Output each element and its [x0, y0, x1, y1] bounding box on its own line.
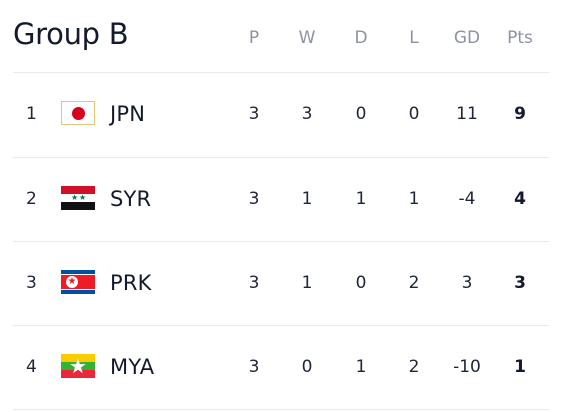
team-name[interactable]: PRK	[110, 271, 152, 295]
stat-won: 1	[301, 273, 313, 293]
group-title: Group B	[13, 17, 129, 51]
team-rank: 3	[26, 273, 37, 293]
team-rank: 1	[26, 104, 37, 124]
row-divider	[13, 157, 549, 158]
stat-lost: 0	[408, 104, 420, 124]
syria-flag-icon: ★ ★	[61, 186, 95, 210]
flag-star-icon: ★	[79, 193, 87, 202]
stat-played: 3	[248, 357, 260, 377]
table-row[interactable]: 3 ★ PRK 3 1 0 2 3 3	[0, 242, 569, 326]
flag-star-icon: ★	[67, 276, 77, 287]
row-divider	[13, 241, 549, 242]
flag-star-icon: ★	[71, 193, 79, 202]
header-drawn: D	[354, 28, 368, 48]
stat-goal-difference: 3	[461, 273, 473, 293]
header-goal-difference: GD	[453, 28, 481, 48]
table-row[interactable]: 2 ★ ★ SYR 3 1 1 1 -4 4	[0, 158, 569, 242]
japan-flag-icon	[61, 101, 95, 125]
row-divider	[13, 325, 549, 326]
stat-drawn: 1	[355, 189, 367, 209]
stat-drawn: 0	[355, 104, 367, 124]
flag-sun-disc	[71, 106, 85, 120]
stat-goal-difference: 11	[456, 104, 478, 124]
stat-played: 3	[248, 104, 260, 124]
stat-drawn: 0	[355, 273, 367, 293]
header-lost: L	[409, 28, 419, 48]
stat-goal-difference: -4	[458, 189, 476, 209]
flag-star-icon: ★	[69, 354, 87, 378]
stat-points: 3	[514, 273, 526, 293]
stat-points: 1	[514, 357, 526, 377]
stat-goal-difference: -10	[453, 357, 481, 377]
header-played: P	[248, 28, 260, 48]
stat-points: 4	[514, 189, 526, 209]
row-divider	[13, 72, 549, 73]
stat-won: 3	[301, 104, 313, 124]
stat-won: 0	[301, 357, 313, 377]
team-rank: 4	[26, 357, 37, 377]
stat-points: 9	[514, 104, 526, 124]
table-row[interactable]: 1 JPN 3 3 0 0 11 9	[0, 73, 569, 157]
team-name[interactable]: JPN	[110, 102, 146, 126]
stat-won: 1	[301, 189, 313, 209]
header-won: W	[298, 28, 316, 48]
north-korea-flag-icon: ★	[61, 270, 95, 294]
stat-lost: 2	[408, 273, 420, 293]
stat-lost: 1	[408, 189, 420, 209]
myanmar-flag-icon: ★	[61, 354, 95, 378]
row-divider	[13, 409, 549, 410]
header-points: Pts	[507, 28, 533, 48]
team-name[interactable]: SYR	[110, 187, 152, 211]
stat-lost: 2	[408, 357, 420, 377]
table-row[interactable]: 4 ★ MYA 3 0 1 2 -10 1	[0, 326, 569, 410]
stat-played: 3	[248, 273, 260, 293]
stat-drawn: 1	[355, 357, 367, 377]
team-rank: 2	[26, 189, 37, 209]
stat-played: 3	[248, 189, 260, 209]
team-name[interactable]: MYA	[110, 355, 155, 379]
